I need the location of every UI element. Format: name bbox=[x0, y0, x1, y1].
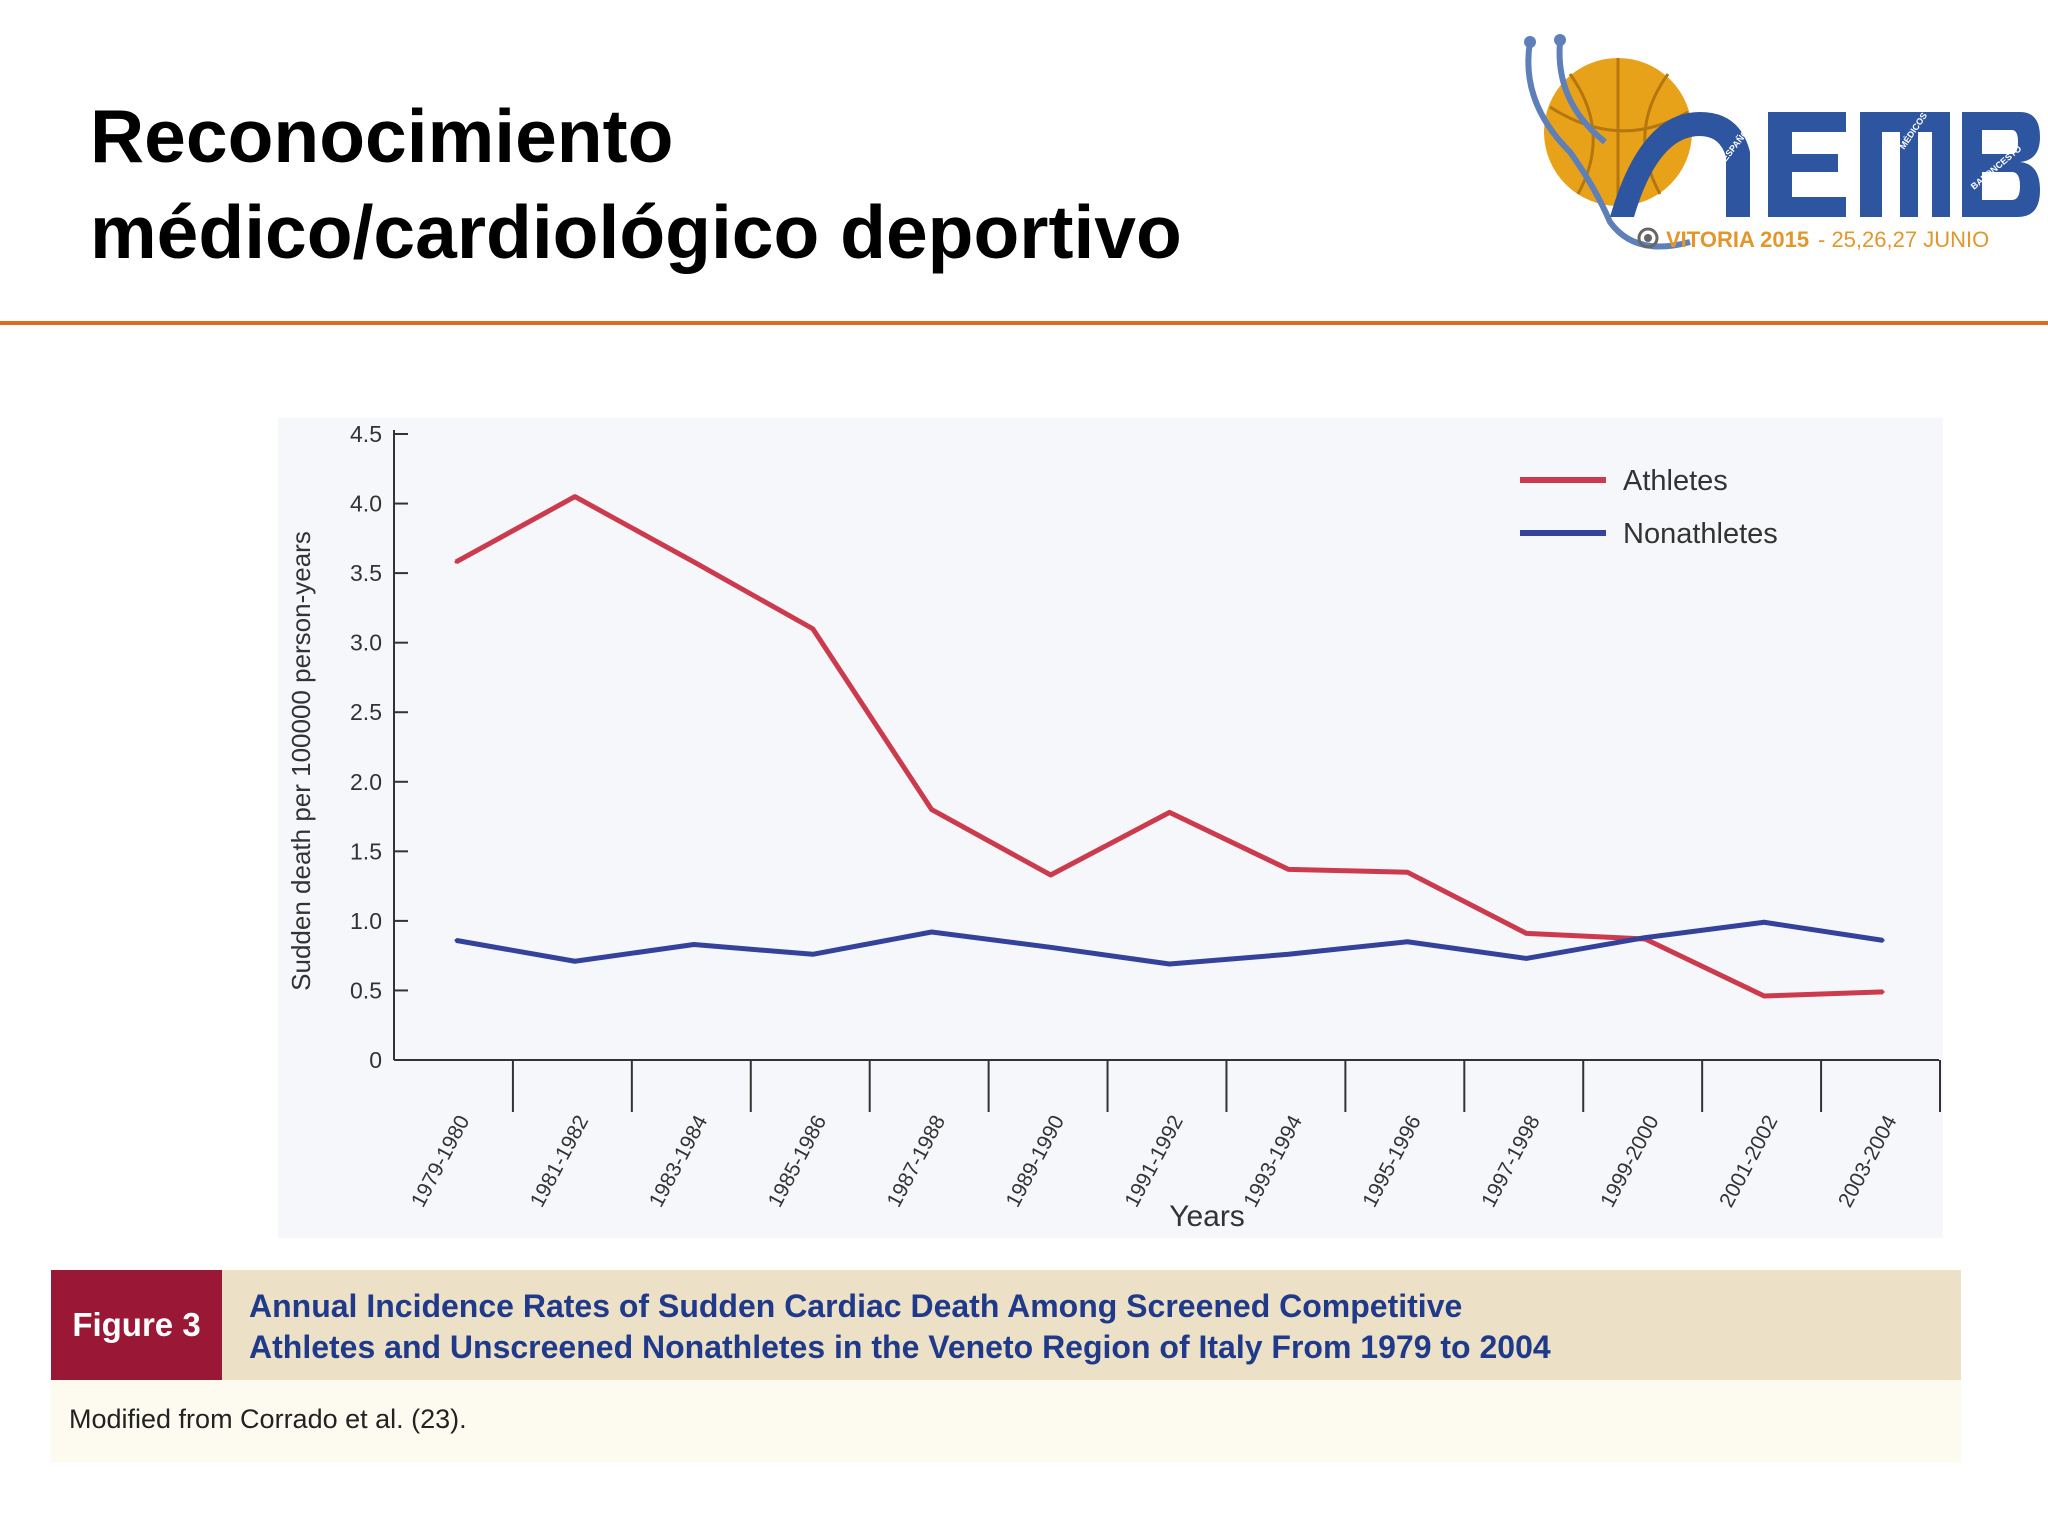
figure-badge: Figure 3 bbox=[51, 1270, 222, 1380]
data-point-athletes bbox=[1881, 990, 1885, 994]
data-point-athletes bbox=[454, 560, 458, 564]
y-tick-label: 2.0 bbox=[350, 769, 382, 795]
x-tick-label: 1981-1982 bbox=[526, 1112, 593, 1211]
data-point-nonathletes bbox=[573, 959, 577, 963]
data-point-nonathletes bbox=[930, 930, 934, 934]
x-tick-label: 1993-1994 bbox=[1239, 1111, 1307, 1211]
slide-title-line-2: médico/cardiológico deportivo bbox=[90, 190, 1182, 274]
data-point-athletes bbox=[1524, 931, 1528, 935]
y-tick-label: 4.0 bbox=[350, 491, 382, 517]
chart-panel: 0 0.5 1.0 1.5 2.0 2.5 3.0 3.5 4.0 4.5 1979-1980 198… bbox=[278, 418, 1943, 1238]
aemb-logo: ASOCIACIÓN ESPAÑOLA MÉDICOS BALONCESTO V… bbox=[1524, 34, 2040, 252]
data-point-nonathletes bbox=[1881, 938, 1885, 942]
x-tick-label: 2001-2002 bbox=[1715, 1112, 1782, 1211]
logo-event-label: VITORIA 2015 bbox=[1666, 227, 1809, 252]
series-line-athletes bbox=[454, 494, 1884, 999]
slide-title: Reconocimiento médico/cardiológico depor… bbox=[90, 88, 1390, 280]
x-tick-label: 1991-1992 bbox=[1120, 1112, 1187, 1211]
data-point-nonathletes bbox=[1524, 956, 1528, 960]
data-point-athletes bbox=[930, 808, 934, 812]
figure-source-band: Modified from Corrado et al. (23). bbox=[51, 1380, 1961, 1462]
y-tick-label: 1.5 bbox=[350, 838, 382, 864]
data-point-nonathletes bbox=[1643, 936, 1647, 940]
x-tick-label: 1999-2000 bbox=[1596, 1112, 1663, 1211]
data-point-athletes bbox=[1168, 810, 1172, 814]
data-point-athletes bbox=[1762, 994, 1766, 998]
x-tick-label: 2003-2004 bbox=[1834, 1111, 1902, 1211]
x-axis-label: Years bbox=[1169, 1200, 1245, 1233]
figure-caption-line-1: Annual Incidence Rates of Sudden Cardiac… bbox=[249, 1288, 1463, 1324]
y-axis-label: Sudden death per 100000 person-years bbox=[286, 531, 316, 991]
figure-caption: Annual Incidence Rates of Sudden Cardiac… bbox=[249, 1286, 1939, 1368]
x-tick-label: 1997-1998 bbox=[1477, 1112, 1544, 1211]
x-tick-label: 1989-1990 bbox=[1002, 1112, 1069, 1211]
legend-label-nonathletes: Nonathletes bbox=[1623, 518, 1778, 550]
data-point-nonathletes bbox=[1049, 945, 1053, 949]
y-tick-label: 3.5 bbox=[350, 560, 382, 586]
y-tick-label: 1.0 bbox=[350, 908, 382, 934]
x-tick-label: 1979-1980 bbox=[407, 1112, 474, 1211]
data-point-athletes bbox=[1049, 873, 1053, 877]
data-point-nonathletes bbox=[454, 938, 458, 942]
x-tick-label: 1987-1988 bbox=[883, 1112, 950, 1211]
sudden-death-line-chart: 0 0.5 1.0 1.5 2.0 2.5 3.0 3.5 4.0 4.5 1979-1980 198… bbox=[286, 421, 1941, 1233]
legend-label-athletes: Athletes bbox=[1623, 465, 1728, 497]
data-point-nonathletes bbox=[1762, 920, 1766, 924]
data-point-nonathletes bbox=[1405, 940, 1409, 944]
slide-title-line-1: Reconocimiento bbox=[90, 94, 674, 178]
title-divider bbox=[0, 321, 2048, 325]
y-tick-label: 4.5 bbox=[350, 421, 382, 447]
x-tick-label: 1983-1984 bbox=[645, 1111, 713, 1211]
data-point-athletes bbox=[692, 560, 696, 564]
data-point-nonathletes bbox=[1286, 952, 1290, 956]
y-tick-label: 3.0 bbox=[350, 630, 382, 656]
data-point-athletes bbox=[1286, 867, 1290, 871]
x-tick-label: 1995-1996 bbox=[1358, 1112, 1425, 1211]
y-tick-label: 0.5 bbox=[350, 977, 382, 1003]
y-tick-label: 2.5 bbox=[350, 699, 382, 725]
aemb-letters bbox=[1610, 112, 2040, 217]
logo-dates-label: - 25,26,27 JUNIO bbox=[1818, 227, 1989, 252]
series-line-nonathletes bbox=[455, 919, 1884, 967]
stethoscope-chestpiece-icon bbox=[1637, 227, 1659, 249]
data-point-athletes bbox=[811, 627, 815, 631]
data-point-athletes bbox=[1405, 870, 1409, 874]
data-point-nonathletes bbox=[811, 952, 815, 956]
x-tick-label: 1985-1986 bbox=[764, 1112, 831, 1211]
data-point-nonathletes bbox=[1168, 962, 1172, 966]
data-point-nonathletes bbox=[692, 943, 696, 947]
data-point-athletes bbox=[573, 495, 577, 499]
figure-source: Modified from Corrado et al. (23). bbox=[69, 1404, 467, 1434]
figure-caption-line-2: Athletes and Unscreened Nonathletes in t… bbox=[249, 1329, 1551, 1365]
figure-caption-band: Figure 3 Annual Incidence Rates of Sudde… bbox=[51, 1270, 1961, 1380]
y-tick-label: 0 bbox=[369, 1047, 382, 1073]
